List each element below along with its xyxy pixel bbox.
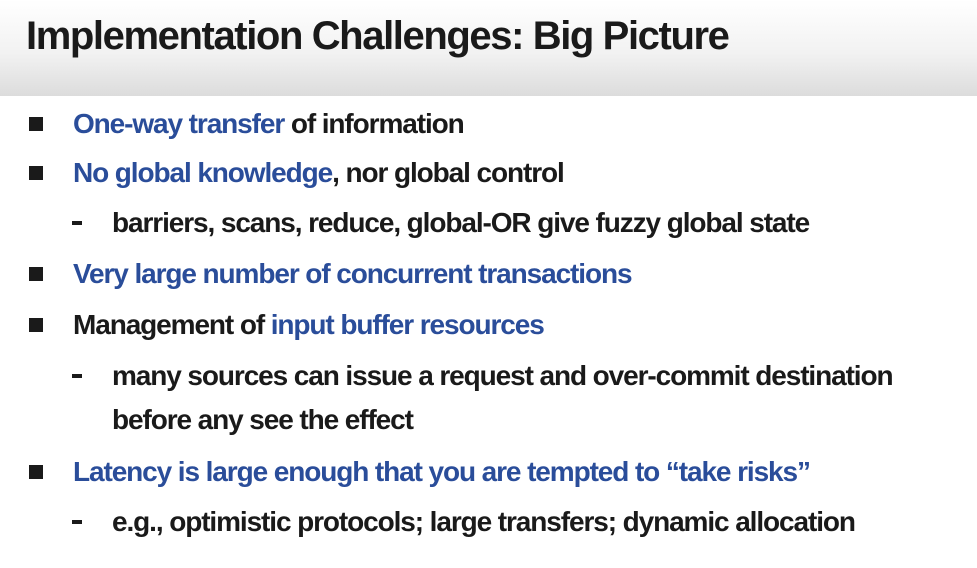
square-bullet-icon [29,267,43,281]
sub-bullet-text: barriers, scans, reduce, global-OR give … [112,207,810,238]
square-bullet-icon [29,318,43,332]
sub-bullet-item: barriers, scans, reduce, global-OR give … [72,203,810,243]
square-bullet-icon [29,465,43,479]
highlight-text: input buffer resources [270,309,545,340]
highlight-text: One-way transfer [73,108,285,139]
bullet-text: , nor global control [332,157,565,188]
square-bullet-icon [29,166,43,180]
bullet-item: One-way transfer of information [29,104,465,144]
square-bullet-icon [29,117,43,131]
dash-bullet-icon [72,374,82,378]
dash-bullet-icon [72,520,82,524]
bullet-item: Latency is large enough that you are tem… [29,452,811,492]
sub-bullet-item: many sources can issue a request and ove… [72,356,894,396]
sub-bullet-text: e.g., optimistic protocols; large transf… [112,506,856,537]
bullet-item: Management of input buffer resources [29,305,545,345]
sub-bullet-text: many sources can issue a request and ove… [112,360,894,391]
bullet-text: Management of [73,309,271,340]
highlight-text: Very large number of concurrent transact… [73,258,633,289]
dash-bullet-icon [72,221,82,225]
sub-bullet-continuation: before any see the effect [112,400,414,440]
highlight-text: Latency is large enough that you are tem… [73,456,811,487]
sub-bullet-item: e.g., optimistic protocols; large transf… [72,502,856,542]
title-band [0,0,977,96]
sub-bullet-text: before any see the effect [112,404,414,435]
bullet-item: No global knowledge, nor global control [29,153,565,193]
bullet-text: of information [284,108,465,139]
bullet-item: Very large number of concurrent transact… [29,254,633,294]
highlight-text: No global knowledge [73,157,333,188]
slide-title: Implementation Challenges: Big Picture [26,14,730,58]
